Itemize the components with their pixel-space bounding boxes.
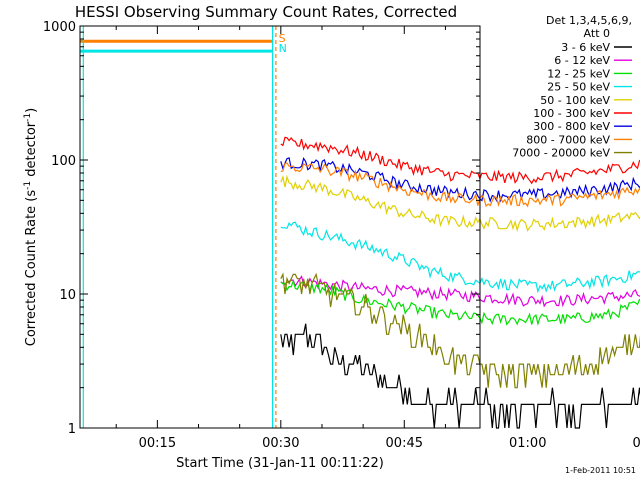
flag-label-n: N	[279, 42, 287, 55]
y-axis-label-part2: detector	[24, 121, 39, 181]
flag-bars	[80, 39, 273, 53]
series-line-8	[280, 272, 640, 389]
series-line-5	[280, 136, 640, 185]
series-line-7	[280, 162, 640, 208]
series-line-6	[280, 157, 640, 203]
legend-label: 12 - 25 keV	[547, 67, 610, 80]
y-tick-label: 100	[51, 154, 76, 169]
legend-label: 300 - 800 keV	[533, 120, 610, 133]
legend-header-line1: Det 1,3,4,5,6,9,	[546, 14, 632, 27]
vertical-markers	[82, 26, 277, 428]
plot-frame	[79, 25, 481, 429]
x-axis-label: Start Time (31-Jan-11 00:11:22)	[176, 456, 384, 471]
y-axis-label-part3: )	[24, 108, 39, 113]
y-tick-label: 10	[59, 288, 76, 303]
y-axis-label: Corrected Count Rate (s-1 detector-1)	[23, 108, 39, 346]
chart-title: HESSI Observing Summary Count Rates, Cor…	[75, 3, 457, 21]
legend-header-line2: Att 0	[584, 27, 610, 40]
legend-label: 7000 - 20000 keV	[512, 147, 610, 160]
legend-label: 25 - 50 keV	[547, 81, 610, 94]
y-tick-label: 1	[68, 422, 76, 437]
legend-label: 800 - 7000 keV	[526, 133, 610, 146]
series-lines	[280, 136, 640, 429]
flag-labels: SN	[279, 32, 287, 55]
footer-date: 1-Feb-2011 10:51	[565, 466, 636, 475]
y-tick-label: 1000	[43, 20, 76, 35]
x-tick-label: 01:00	[509, 436, 546, 451]
y-axis-label-sup1: -1	[23, 181, 33, 190]
x-tick-label: 00:15	[139, 436, 176, 451]
y-axis-ticks: 1 10 100 1000	[43, 20, 480, 437]
legend-label: 50 - 100 keV	[540, 94, 610, 107]
series-line-3	[280, 221, 640, 294]
legend-label: 3 - 6 keV	[561, 41, 610, 54]
series-line-2	[280, 279, 640, 327]
flag-label-s: S	[279, 32, 286, 45]
series-line-4	[280, 174, 640, 233]
x-tick-label: 00:45	[386, 436, 423, 451]
y-axis-label-part1: Corrected Count Rate (s	[24, 190, 39, 347]
x-tick-label: 00:30	[262, 436, 299, 451]
legend-label: 6 - 12 keV	[554, 54, 610, 67]
series-line-0	[280, 323, 640, 429]
legend-label: 100 - 300 keV	[533, 107, 610, 120]
x-tick-label: 01:15	[632, 436, 640, 451]
series-line-1	[280, 275, 640, 308]
y-axis-label-sup2: -1	[23, 113, 33, 122]
